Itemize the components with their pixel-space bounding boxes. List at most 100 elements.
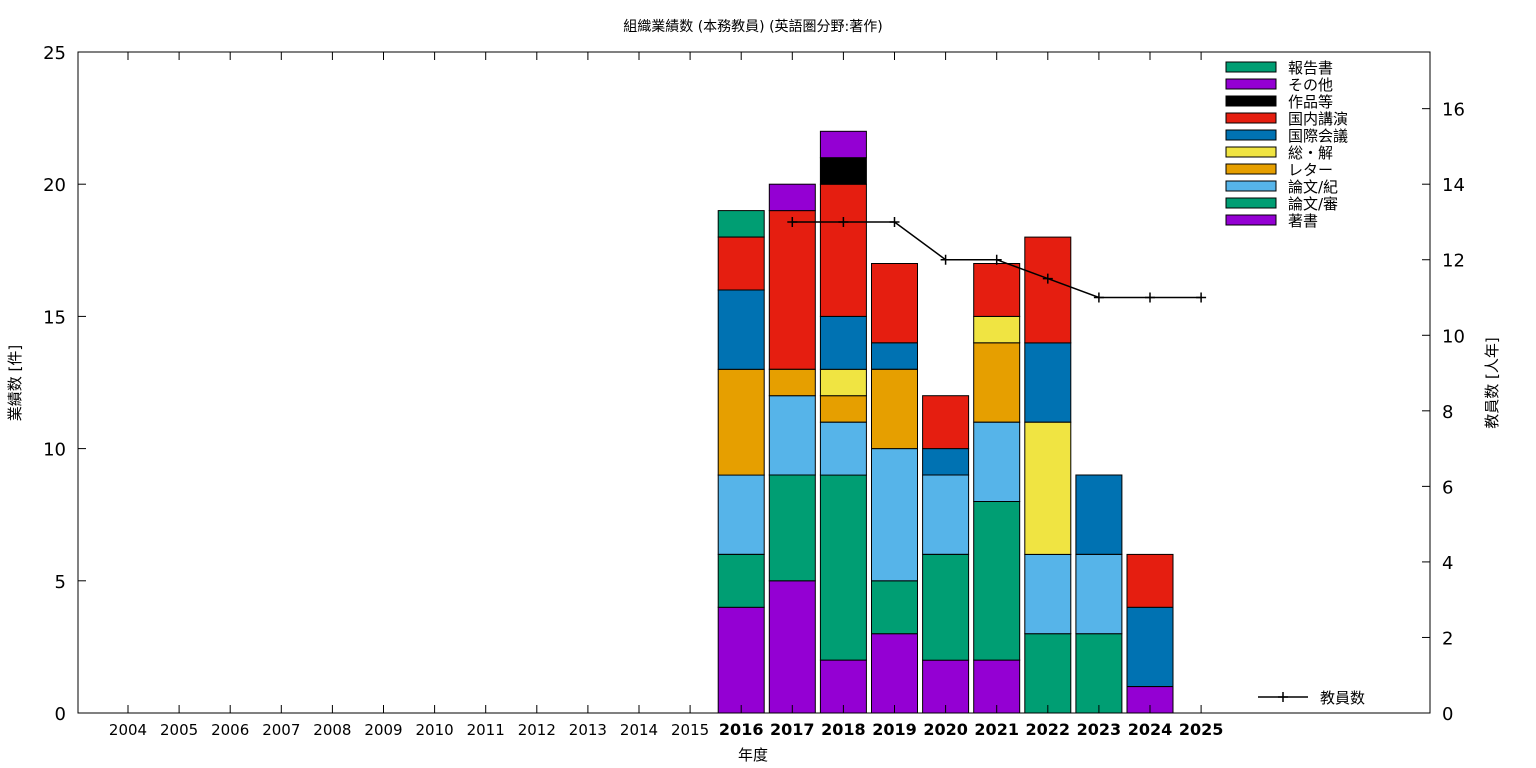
y2-tick-label-0: 0	[1442, 704, 1453, 725]
bar-segment-2021-s6	[973, 263, 1021, 317]
bar-segment-2021-s2	[973, 421, 1021, 503]
bar-segment-2020-s6	[922, 395, 970, 450]
bar-segment-2019-s3	[871, 368, 918, 450]
y2-tick-label-16: 16	[1442, 100, 1465, 121]
y-axis-label: 業績数 [件]	[6, 345, 24, 421]
bar-segment-2016-s3	[717, 368, 765, 476]
legend-swatch-0	[1225, 61, 1277, 73]
y-tick-label-0: 0	[55, 704, 66, 725]
x-tick-label-2025: 2025	[1179, 720, 1224, 739]
legend-label-4: 国際会議	[1288, 127, 1348, 145]
bar-segment-2022-s4	[1024, 421, 1072, 555]
legend-label-5: 総・解	[1288, 144, 1333, 162]
line-point-2019	[889, 216, 900, 227]
bar-segment-2018-s3	[819, 395, 867, 423]
bar-segment-2021-s4	[973, 315, 1021, 344]
line-point-2021	[991, 254, 1002, 265]
bar-segment-2016-s1	[717, 553, 765, 608]
bar-segment-2016-s9	[717, 210, 765, 238]
legend-swatch-1	[1225, 78, 1277, 90]
plot-frame	[77, 51, 1431, 714]
y-tick-label-20: 20	[43, 175, 66, 196]
y-tick-label-25: 25	[43, 43, 66, 64]
legend-line-marker	[1278, 692, 1288, 702]
line-point-2017	[787, 216, 798, 227]
legend-label-1: その他	[1288, 76, 1333, 94]
legend-swatch-9	[1225, 214, 1277, 226]
x-tick-label-2016: 2016	[719, 720, 764, 739]
line-point-2020	[940, 254, 951, 265]
bar-segment-2022-s2	[1024, 553, 1072, 635]
bars-layer	[717, 130, 1174, 714]
bar-segment-2018-s8	[819, 130, 867, 159]
x-tick-label-2013: 2013	[569, 721, 607, 739]
bar-segment-2021-s1	[973, 501, 1021, 661]
line-point-2024	[1145, 292, 1155, 303]
bar-segment-2018-s7	[819, 157, 867, 185]
line-layer	[787, 216, 1207, 303]
bar-segment-2016-s6	[717, 236, 765, 291]
bar-segment-2016-s5	[717, 289, 765, 370]
bar-segment-2018-s0	[819, 659, 867, 714]
legend-line-label: 教員数	[1320, 689, 1365, 707]
line-point-2025	[1196, 292, 1207, 303]
bar-segment-2019-s1	[871, 580, 918, 635]
line-point-2018	[838, 216, 849, 227]
bar-segment-2023-s5	[1075, 474, 1123, 555]
bar-segment-2024-s5	[1126, 606, 1174, 688]
x-tick-label-2017: 2017	[770, 720, 815, 739]
legend-label-2: 作品等	[1288, 93, 1333, 111]
x-tick-label-2020: 2020	[923, 720, 968, 739]
bar-segment-2020-s0	[922, 659, 970, 714]
y2-tick-label-12: 12	[1442, 251, 1465, 272]
bar-segment-2019-s0	[871, 633, 918, 714]
x-tick-label-2014: 2014	[620, 721, 658, 739]
legend-swatch-3	[1225, 112, 1277, 124]
y2-tick-label-10: 10	[1442, 326, 1465, 347]
x-tick-label-2022: 2022	[1026, 720, 1071, 739]
bar-segment-2024-s6	[1126, 553, 1174, 608]
bar-segment-2019-s6	[871, 263, 918, 344]
x-tick-label-2021: 2021	[974, 720, 1019, 739]
y-tick-label-15: 15	[43, 307, 66, 328]
bar-segment-2017-s6	[768, 210, 816, 370]
x-tick-label-2015: 2015	[671, 721, 709, 739]
legend-label-3: 国内講演	[1288, 110, 1348, 128]
bar-segment-2017-s3	[768, 368, 816, 397]
x-tick-label-2018: 2018	[821, 720, 866, 739]
line-point-2023	[1093, 292, 1104, 303]
bar-segment-2021-s3	[973, 342, 1021, 423]
x-axis-label: 年度	[738, 746, 768, 764]
bar-segment-2017-s0	[768, 580, 816, 714]
x-tick-label-2006: 2006	[211, 721, 249, 739]
legend-label-6: レター	[1288, 161, 1333, 179]
line-point-2022	[1042, 273, 1053, 284]
x-tick-label-2004: 2004	[109, 721, 147, 739]
bar-segment-2023-s1	[1075, 633, 1123, 714]
y2-tick-label-14: 14	[1442, 175, 1465, 196]
bar-segment-2020-s2	[922, 474, 970, 555]
x-tick-label-2010: 2010	[416, 721, 454, 739]
bar-segment-2019-s5	[871, 342, 918, 370]
x-tick-label-2011: 2011	[467, 721, 505, 739]
y2-tick-label-2: 2	[1442, 628, 1453, 649]
legend-swatch-8	[1225, 197, 1277, 209]
y2-tick-label-6: 6	[1442, 477, 1453, 498]
x-tick-label-2005: 2005	[160, 721, 198, 739]
x-tick-label-2009: 2009	[364, 721, 402, 739]
x-tick-label-2012: 2012	[518, 721, 556, 739]
legend-swatch-5	[1225, 146, 1277, 158]
bar-segment-2017-s2	[768, 395, 816, 476]
x-tick-label-2007: 2007	[262, 721, 300, 739]
bar-segment-2022-s6	[1024, 236, 1072, 344]
bar-segment-2018-s1	[819, 474, 867, 661]
bar-segment-2016-s2	[717, 474, 765, 555]
legend-label-0: 報告書	[1288, 59, 1333, 77]
y-tick-label-5: 5	[55, 572, 66, 593]
bar-segment-2018-s2	[819, 421, 867, 476]
bar-segment-2022-s1	[1024, 633, 1072, 714]
y2-tick-label-8: 8	[1442, 402, 1453, 423]
